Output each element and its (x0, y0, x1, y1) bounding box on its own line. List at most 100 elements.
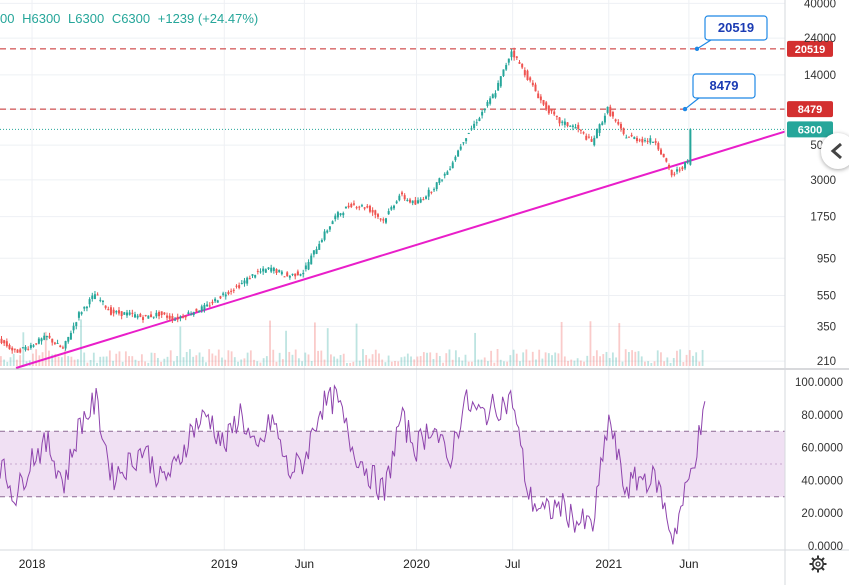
volume-bar (435, 352, 438, 366)
candle-body (323, 231, 326, 240)
volume-bar (70, 356, 73, 366)
volume-bar (301, 361, 303, 366)
candle-body (483, 108, 486, 111)
candle-body (240, 283, 243, 285)
gear-icon[interactable] (808, 554, 828, 574)
candle-body (328, 226, 331, 230)
candle-body (374, 210, 377, 215)
volume-bar (76, 359, 79, 366)
candle-body (401, 192, 404, 195)
candle-body (539, 96, 542, 101)
volume-bar (233, 357, 236, 366)
volume-bar (637, 351, 640, 366)
volume-bar (454, 350, 457, 366)
candle-body (235, 285, 238, 287)
volume-bar (96, 362, 98, 366)
price-tag (787, 101, 833, 118)
scroll-to-realtime-button[interactable] (821, 133, 849, 169)
volume-bar (262, 358, 265, 366)
volume-bar (621, 361, 624, 366)
volume-bar (682, 362, 685, 366)
volume-bars (0, 319, 704, 366)
volume-bar (131, 356, 134, 366)
volume-bar (208, 349, 211, 366)
volume-bar (314, 322, 316, 366)
volume-bar (672, 358, 675, 366)
volume-bar (403, 356, 406, 366)
candle-body (115, 311, 118, 313)
volume-bar (160, 361, 163, 366)
candle-body (494, 93, 497, 98)
volume-bar (198, 352, 201, 366)
candle-body (387, 211, 390, 215)
candle-body (190, 314, 193, 316)
volume-bar (461, 360, 464, 366)
note-box[interactable] (692, 73, 756, 99)
volume-bar (538, 349, 541, 366)
volume-bar (294, 349, 297, 366)
note-box[interactable] (704, 15, 768, 41)
trendline[interactable] (15, 130, 786, 369)
candle-body (649, 138, 652, 143)
candle-body (553, 111, 556, 115)
candle-body (246, 277, 249, 284)
volume-bar (253, 359, 255, 366)
volume-bar (611, 352, 614, 366)
volume-bar (535, 359, 537, 366)
candle-body (569, 125, 572, 127)
candle-body (368, 205, 371, 212)
candle-body (104, 305, 107, 308)
candle-body (678, 169, 681, 171)
volume-bar (285, 330, 287, 366)
volume-bar (6, 361, 9, 366)
volume-bar (16, 359, 18, 366)
candle-body (633, 137, 636, 140)
volume-bar (560, 321, 563, 366)
candle-body (5, 341, 8, 347)
volume-bar (304, 352, 307, 366)
legend-change: +1239 (+24.47%) (157, 11, 259, 26)
candle-body (3, 340, 6, 344)
candle-body (425, 196, 428, 199)
volume-bar (547, 353, 550, 366)
volume-bar (387, 355, 390, 366)
volume-bar (157, 357, 159, 366)
volume-bar (419, 356, 422, 366)
horizontal-lines[interactable]: 20519 8479 6300 (0, 40, 833, 138)
candle-body (630, 134, 633, 137)
candle-body (529, 77, 532, 81)
volume-bar (506, 361, 509, 366)
candle-body (606, 106, 609, 113)
notes-group[interactable]: 20519 8479 (682, 15, 768, 112)
candle-body (83, 306, 86, 309)
candle-body (72, 325, 75, 331)
volume-bar (605, 351, 608, 366)
candle-body (187, 312, 190, 315)
candle-body (21, 347, 24, 349)
candle-body (662, 153, 665, 158)
volume-bar (660, 352, 662, 366)
candle-body (550, 109, 553, 112)
volume-bar (182, 357, 185, 366)
candle-body (643, 140, 646, 142)
volume-bar (394, 360, 396, 366)
candle-body (526, 70, 529, 80)
candle-body (259, 271, 262, 273)
volume-bar (291, 354, 294, 366)
candle-body (457, 150, 460, 157)
volume-bar (163, 358, 166, 366)
trendline-group[interactable] (15, 130, 786, 369)
volume-bar (653, 361, 656, 366)
candle-body (40, 338, 43, 342)
candle-body (304, 265, 307, 270)
candle-body (657, 143, 660, 150)
candle-body (635, 137, 638, 142)
price-tag-label: 20519 (795, 44, 826, 56)
volume-bar (496, 349, 499, 366)
candle-body (168, 315, 171, 319)
candle-body (545, 102, 548, 110)
note-label: 8479 (710, 78, 739, 93)
candle-body (80, 312, 83, 315)
volume-bar (166, 356, 169, 366)
